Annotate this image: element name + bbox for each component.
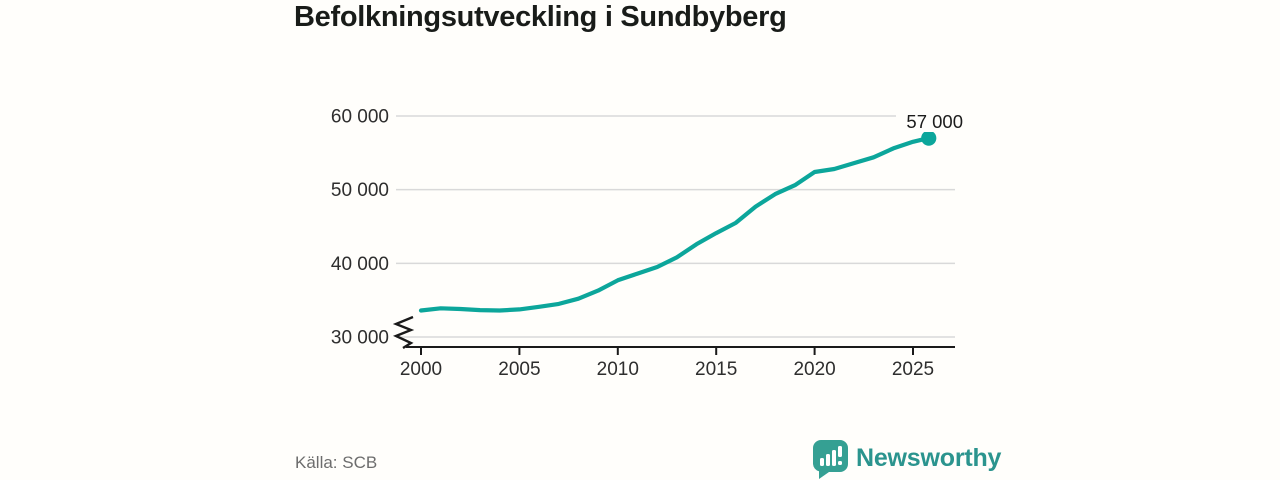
latest-value-dot <box>921 130 937 146</box>
y-tick-label-40000: 40 000 <box>331 254 389 275</box>
source-label: Källa: SCB <box>295 453 378 472</box>
x-tick-label-2020: 2020 <box>793 359 835 380</box>
newsworthy-bubble-chart-icon <box>813 440 848 479</box>
newsworthy-logo: Newsworthy <box>813 440 1002 479</box>
chart-title: Befolkningsutveckling i Sundbyberg <box>294 1 787 33</box>
axis-break-glyph <box>392 315 415 350</box>
x-tick-label-2015: 2015 <box>695 359 737 380</box>
bar-chart-glyph <box>820 446 842 466</box>
population-line-series <box>418 136 931 313</box>
newsworthy-wordmark: Newsworthy <box>856 444 1002 472</box>
x-tick-label-2010: 2010 <box>597 359 639 380</box>
y-tick-label-60000: 60 000 <box>331 107 389 128</box>
x-tick-label-2005: 2005 <box>498 359 540 380</box>
y-tick-label-50000: 50 000 <box>331 180 389 201</box>
x-tick-label-2000: 2000 <box>400 359 442 380</box>
end-label-backdrop <box>896 108 966 132</box>
x-tick-label-2025: 2025 <box>892 359 934 380</box>
latest-value-label: 57 000 <box>906 111 963 132</box>
y-tick-label-30000: 30 000 <box>331 328 389 349</box>
